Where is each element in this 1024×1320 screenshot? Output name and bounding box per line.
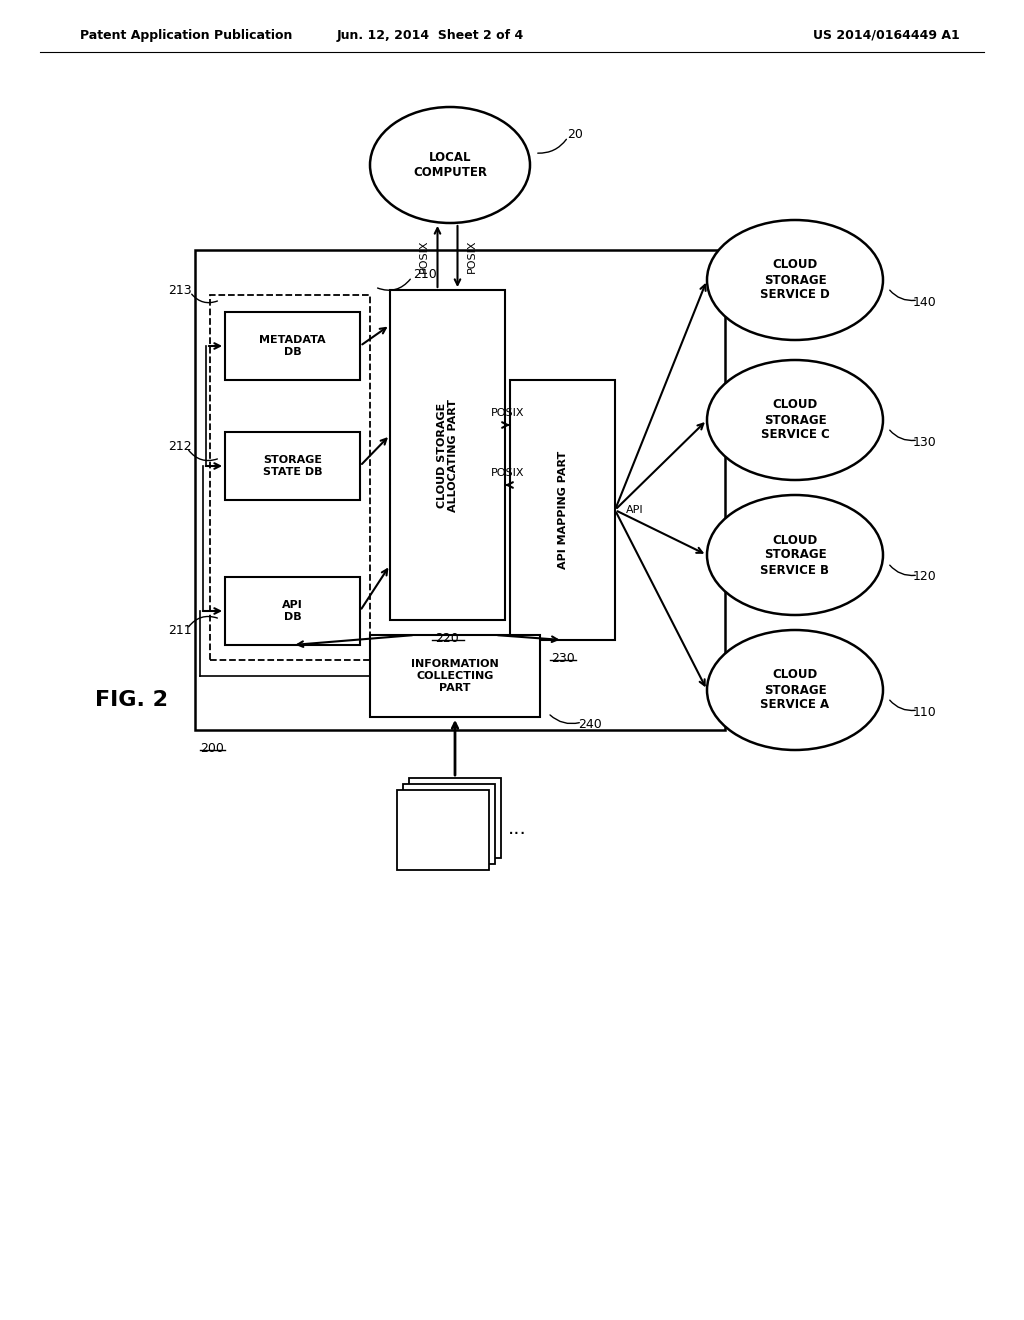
Ellipse shape xyxy=(707,630,883,750)
Text: INFORMATION
COLLECTING
PART: INFORMATION COLLECTING PART xyxy=(411,660,499,693)
Ellipse shape xyxy=(707,220,883,341)
Bar xyxy=(225,432,360,500)
Ellipse shape xyxy=(707,495,883,615)
Text: POSIX: POSIX xyxy=(490,469,524,478)
Text: 240: 240 xyxy=(579,718,602,731)
Text: FIG. 2: FIG. 2 xyxy=(95,690,168,710)
Bar xyxy=(225,312,360,380)
Text: POSIX: POSIX xyxy=(419,240,428,273)
Text: API
DB: API DB xyxy=(283,601,303,622)
Text: METADATA
DB: METADATA DB xyxy=(259,335,326,356)
Text: LOCAL
COMPUTER: LOCAL COMPUTER xyxy=(413,150,487,180)
Text: Jun. 12, 2014  Sheet 2 of 4: Jun. 12, 2014 Sheet 2 of 4 xyxy=(336,29,523,41)
Bar xyxy=(195,249,725,730)
Text: 140: 140 xyxy=(913,296,937,309)
Text: 200: 200 xyxy=(200,742,224,755)
Bar xyxy=(210,294,370,660)
Text: 220: 220 xyxy=(435,631,460,644)
Text: POSIX: POSIX xyxy=(467,240,476,273)
Text: CLOUD STORAGE
ALLOCATING PART: CLOUD STORAGE ALLOCATING PART xyxy=(436,399,459,511)
Text: Patent Application Publication: Patent Application Publication xyxy=(80,29,293,41)
Text: API MAPPING PART: API MAPPING PART xyxy=(557,451,567,569)
Text: 120: 120 xyxy=(913,570,937,583)
Text: CLOUD
STORAGE
SERVICE B: CLOUD STORAGE SERVICE B xyxy=(761,533,829,577)
Bar xyxy=(409,777,501,858)
Bar xyxy=(370,635,540,717)
Text: 211: 211 xyxy=(168,624,191,638)
Text: 210: 210 xyxy=(413,268,437,281)
Text: API: API xyxy=(627,506,644,515)
Text: 110: 110 xyxy=(913,705,937,718)
Ellipse shape xyxy=(370,107,530,223)
Text: 20: 20 xyxy=(567,128,583,141)
Text: ...: ... xyxy=(508,818,526,837)
Text: CLOUD
STORAGE
SERVICE A: CLOUD STORAGE SERVICE A xyxy=(761,668,829,711)
Bar xyxy=(403,784,495,865)
Text: 212: 212 xyxy=(168,440,191,453)
Text: US 2014/0164449 A1: US 2014/0164449 A1 xyxy=(813,29,961,41)
Text: CLOUD
STORAGE
SERVICE C: CLOUD STORAGE SERVICE C xyxy=(761,399,829,441)
Bar xyxy=(390,290,505,620)
Bar xyxy=(397,789,489,870)
Text: 213: 213 xyxy=(168,284,191,297)
Text: POSIX: POSIX xyxy=(490,408,524,418)
Ellipse shape xyxy=(707,360,883,480)
Text: STORAGE
STATE DB: STORAGE STATE DB xyxy=(263,455,323,477)
Text: CLOUD
STORAGE
SERVICE D: CLOUD STORAGE SERVICE D xyxy=(760,259,829,301)
Bar xyxy=(510,380,615,640)
Bar xyxy=(225,577,360,645)
Text: 230: 230 xyxy=(551,652,574,664)
Text: 130: 130 xyxy=(913,436,937,449)
